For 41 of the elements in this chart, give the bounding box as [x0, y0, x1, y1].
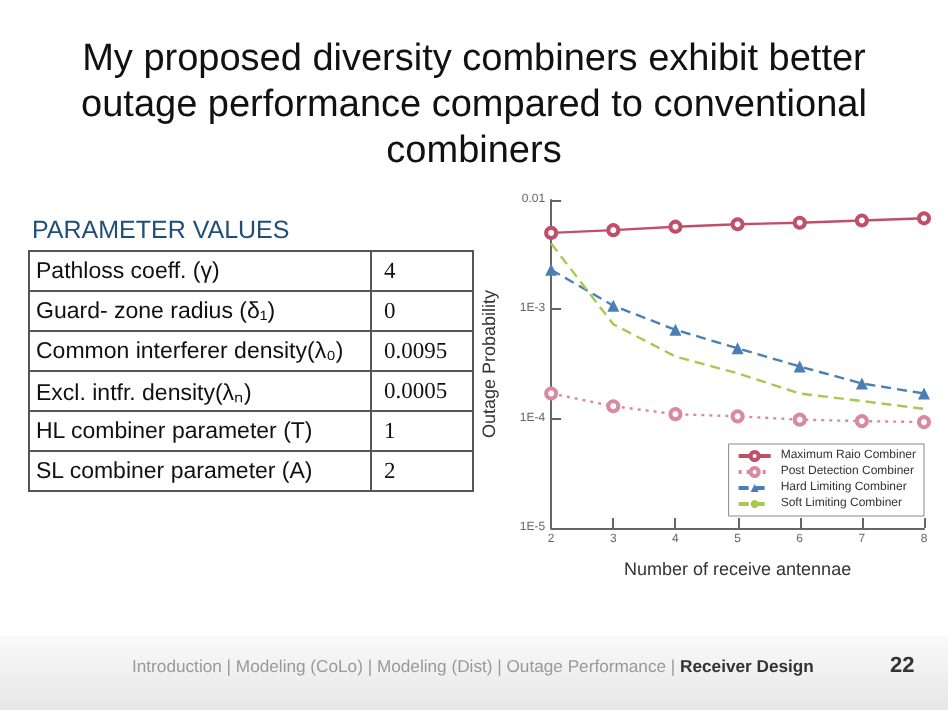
y-axis-title: Outage Probability	[479, 288, 499, 439]
data-label: 1	[371, 411, 473, 451]
point	[668, 407, 683, 422]
point	[918, 387, 930, 400]
point	[669, 323, 682, 336]
category-label: Guard- zone radius (δ₁)	[29, 291, 371, 331]
point	[855, 377, 868, 390]
point	[792, 215, 807, 230]
point	[545, 263, 558, 276]
point	[730, 409, 745, 424]
point	[854, 414, 869, 429]
data-label: 0.0005	[371, 371, 473, 411]
data-label: 2	[371, 451, 473, 491]
category-label: Excl. intfr. density(λₙ)	[29, 371, 371, 411]
text: Introduction | Modeling (CoLo) | Modeling (Dist) | Outage Performance |	[132, 656, 676, 676]
x-axis-title: Number of receive antennae	[624, 559, 852, 579]
point	[917, 211, 931, 226]
text: 22	[890, 654, 915, 678]
text: PARAMETER VALUES	[32, 216, 290, 244]
data-label: 0.0095	[371, 331, 473, 371]
point	[668, 219, 683, 234]
category-label: Common interferer density(λ₀)	[29, 331, 371, 371]
text: My proposed diversity combiners exhibit better outage performance compared to conventional combiners	[79, 36, 869, 174]
category-label: HL combiner parameter (T)	[29, 411, 371, 451]
category-label: Pathloss coeff. (γ)	[29, 251, 371, 291]
point	[607, 299, 620, 312]
data-label: 4	[371, 251, 473, 291]
point	[854, 213, 869, 228]
category-label: SL combiner parameter (A)	[29, 451, 371, 491]
point	[731, 342, 744, 355]
point	[730, 217, 745, 232]
line-series	[549, 242, 926, 411]
point	[544, 386, 559, 401]
data-label: 0	[371, 291, 473, 331]
point	[606, 399, 621, 414]
text: Receiver Design	[680, 656, 814, 676]
point	[544, 225, 559, 240]
point	[792, 412, 807, 427]
point	[606, 223, 621, 238]
point	[793, 360, 806, 373]
point	[917, 415, 931, 430]
